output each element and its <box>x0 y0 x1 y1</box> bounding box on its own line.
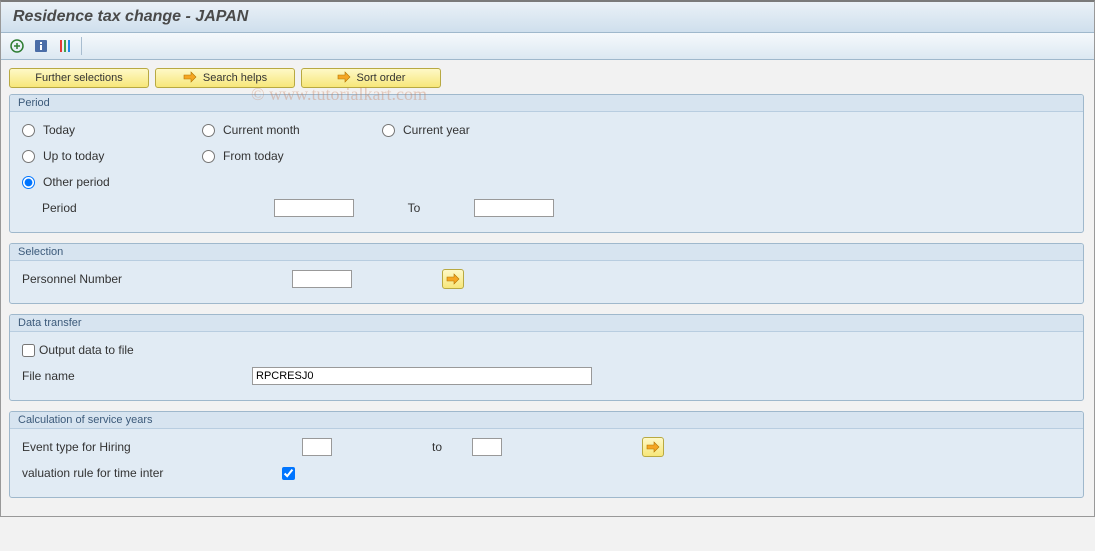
radio-other-period[interactable]: Other period <box>22 175 182 189</box>
radio-current-year-label: Current year <box>403 123 470 137</box>
output-to-file-input[interactable] <box>22 344 35 357</box>
radio-from-today[interactable]: From today <box>202 149 362 163</box>
data-transfer-title: Data transfer <box>10 315 1083 332</box>
radio-current-month-label: Current month <box>223 123 300 137</box>
radio-from-today-label: From today <box>223 149 284 163</box>
period-field-label: Period <box>22 201 182 215</box>
output-to-file-checkbox[interactable]: Output data to file <box>22 343 134 357</box>
title-bar: Residence tax change - JAPAN <box>1 2 1094 33</box>
arrow-right-icon <box>646 441 660 453</box>
search-helps-label: Search helps <box>203 72 267 84</box>
further-selections-button[interactable]: Further selections <box>9 68 149 88</box>
radio-current-year-input[interactable] <box>382 124 395 137</box>
valuation-rule-label: valuation rule for time inter <box>22 466 232 480</box>
radio-other-period-label: Other period <box>43 175 110 189</box>
multiple-selection-button[interactable] <box>442 269 464 289</box>
radio-today-input[interactable] <box>22 124 35 137</box>
radio-current-month-input[interactable] <box>202 124 215 137</box>
toolbar <box>1 33 1094 60</box>
period-title: Period <box>10 95 1083 112</box>
variant-icon[interactable] <box>57 38 73 54</box>
calc-title: Calculation of service years <box>10 412 1083 429</box>
radio-today[interactable]: Today <box>22 123 182 137</box>
event-type-from-input[interactable] <box>302 438 332 456</box>
execute-icon[interactable] <box>9 38 25 54</box>
valuation-rule-checkbox[interactable] <box>282 467 295 480</box>
info-icon[interactable] <box>33 38 49 54</box>
calc-group: Calculation of service years Event type … <box>9 411 1084 498</box>
period-group: Period Today Current month Current year <box>9 94 1084 233</box>
selection-title: Selection <box>10 244 1083 261</box>
radio-up-to-today-label: Up to today <box>43 149 104 163</box>
file-name-input[interactable] <box>252 367 592 385</box>
event-type-to-input[interactable] <box>472 438 502 456</box>
radio-other-period-input[interactable] <box>22 176 35 189</box>
radio-today-label: Today <box>43 123 75 137</box>
sort-order-button[interactable]: Sort order <box>301 68 441 88</box>
page-title: Residence tax change - JAPAN <box>13 8 248 25</box>
sort-order-label: Sort order <box>357 72 406 84</box>
event-type-label: Event type for Hiring <box>22 440 282 454</box>
personnel-number-label: Personnel Number <box>22 272 272 286</box>
file-name-label: File name <box>22 369 232 383</box>
radio-current-month[interactable]: Current month <box>202 123 362 137</box>
period-from-input[interactable] <box>274 199 354 217</box>
arrow-right-icon <box>337 71 351 85</box>
radio-up-to-today-input[interactable] <box>22 150 35 163</box>
arrow-right-icon <box>446 273 460 285</box>
period-to-input[interactable] <box>474 199 554 217</box>
radio-current-year[interactable]: Current year <box>382 123 542 137</box>
selection-group: Selection Personnel Number <box>9 243 1084 304</box>
data-transfer-group: Data transfer Output data to file File n… <box>9 314 1084 401</box>
further-selections-label: Further selections <box>35 72 122 84</box>
output-to-file-label: Output data to file <box>39 343 134 357</box>
period-to-label: To <box>374 201 454 215</box>
radio-from-today-input[interactable] <box>202 150 215 163</box>
personnel-number-input[interactable] <box>292 270 352 288</box>
arrow-right-icon <box>183 71 197 85</box>
button-row: Further selections Search helps Sort ord… <box>9 68 1086 88</box>
radio-up-to-today[interactable]: Up to today <box>22 149 182 163</box>
event-type-to-label: to <box>352 440 452 454</box>
multiple-selection-button-2[interactable] <box>642 437 664 457</box>
toolbar-divider <box>81 37 82 55</box>
search-helps-button[interactable]: Search helps <box>155 68 295 88</box>
